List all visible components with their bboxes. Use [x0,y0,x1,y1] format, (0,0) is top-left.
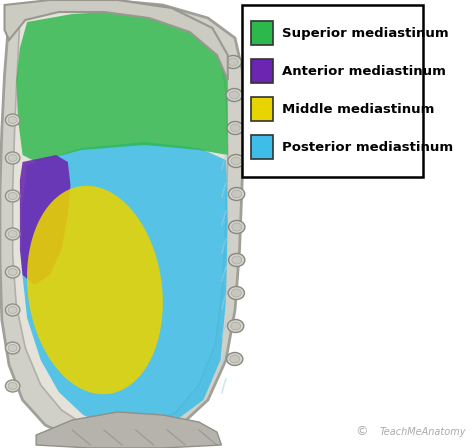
Ellipse shape [8,345,17,352]
Ellipse shape [5,190,20,202]
Ellipse shape [8,193,17,199]
Ellipse shape [5,380,20,392]
Polygon shape [36,412,221,448]
Ellipse shape [8,116,17,124]
Ellipse shape [8,383,17,389]
FancyBboxPatch shape [251,97,273,121]
Ellipse shape [226,89,242,102]
Ellipse shape [228,58,238,66]
Ellipse shape [232,190,242,198]
Ellipse shape [230,124,240,132]
FancyBboxPatch shape [251,59,273,83]
Ellipse shape [225,56,241,69]
Ellipse shape [229,91,239,99]
Ellipse shape [231,157,241,165]
Ellipse shape [228,155,244,168]
Text: Middle mediastinum: Middle mediastinum [282,103,434,116]
Text: Posterior mediastinum: Posterior mediastinum [282,141,453,154]
Polygon shape [16,11,228,162]
Text: Superior mediastinum: Superior mediastinum [282,26,448,39]
Ellipse shape [8,155,17,161]
Ellipse shape [231,289,241,297]
Polygon shape [13,8,228,432]
FancyBboxPatch shape [251,21,273,45]
Polygon shape [27,186,163,394]
Ellipse shape [5,304,20,316]
Ellipse shape [227,353,243,366]
Ellipse shape [5,114,20,126]
Polygon shape [0,0,244,445]
Polygon shape [20,155,71,285]
Ellipse shape [8,268,17,276]
FancyBboxPatch shape [242,5,423,177]
Ellipse shape [231,322,241,330]
Text: ©: © [356,426,368,439]
Ellipse shape [228,254,245,267]
Ellipse shape [227,121,243,134]
Ellipse shape [5,228,20,240]
Text: Anterior mediastinum: Anterior mediastinum [282,65,446,78]
Ellipse shape [5,152,20,164]
Ellipse shape [5,342,20,354]
Polygon shape [5,0,228,80]
Ellipse shape [8,306,17,314]
Ellipse shape [228,188,245,201]
FancyBboxPatch shape [251,135,273,159]
Ellipse shape [228,220,245,233]
Ellipse shape [228,319,244,332]
Polygon shape [22,142,228,430]
Ellipse shape [232,223,242,231]
Ellipse shape [5,266,20,278]
Ellipse shape [230,355,240,363]
Text: TeachMeAnatomy: TeachMeAnatomy [380,427,466,437]
Ellipse shape [8,231,17,237]
Ellipse shape [232,256,242,264]
Ellipse shape [228,287,245,300]
